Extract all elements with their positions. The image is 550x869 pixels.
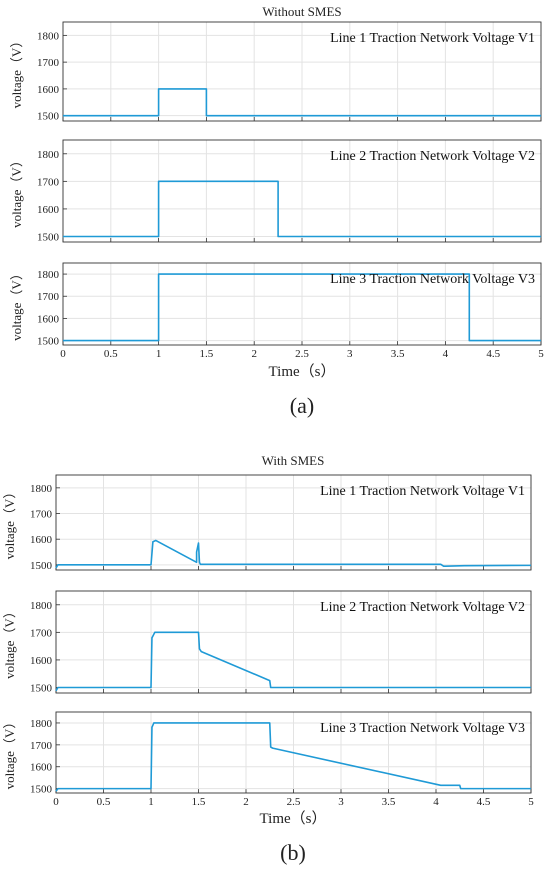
y-tick-label: 1500: [37, 336, 60, 348]
x-tick-label: 2.5: [287, 796, 301, 808]
y-tick-label: 1600: [37, 313, 60, 325]
subplot-1: 1500 1600 1700 1800 Line 1 Traction Network …: [2, 474, 532, 572]
line-annotation: Line 1 Traction Network Voltage V1: [330, 31, 535, 46]
series-line: [63, 88, 541, 117]
y-tick-label: 1600: [37, 84, 60, 96]
series-line: [63, 273, 541, 342]
x-tick-label: 3: [338, 796, 344, 808]
x-tick-label: 3.5: [391, 348, 405, 360]
x-tick-label: 4: [433, 796, 439, 808]
x-tick-label: 2.5: [295, 348, 309, 360]
y-tick-label: 1600: [30, 655, 53, 667]
y-tick-label: 1500: [30, 784, 53, 796]
figure-a-xlabel: Time（s）: [269, 363, 336, 380]
subplot-3: 1500 1600 1700 1800 Line 3 Traction Network …: [9, 262, 544, 360]
x-tick-label: 0: [60, 348, 66, 360]
y-tick-label: 1600: [30, 762, 53, 774]
figure-a-title: Without SMES: [262, 4, 341, 19]
y-axis-label: voltage（V）: [9, 35, 24, 109]
y-axis-label: voltage（V）: [2, 486, 17, 560]
y-tick-label: 1600: [30, 534, 53, 546]
x-tick-label: 0.5: [97, 796, 111, 808]
x-tick-label: 2: [251, 348, 257, 360]
series-line: [55, 631, 531, 692]
axes-frame: [62, 139, 542, 243]
figure-b-title: With SMES: [262, 453, 325, 468]
y-tick-label: 1600: [37, 204, 60, 216]
y-axis-label: voltage（V）: [2, 605, 17, 679]
subplot-1: 1500 1600 1700 1800 Line 1 Traction Network …: [9, 21, 542, 123]
y-tick-label: 1500: [37, 231, 60, 243]
line-annotation: Line 3 Traction Network Voltage V3: [320, 721, 525, 736]
y-tick-label: 1800: [37, 30, 60, 42]
subplot-3: 1500 1600 1700 1800 Line 3 Traction Network …: [2, 711, 534, 808]
y-tick-label: 1700: [30, 509, 53, 521]
y-tick-label: 1700: [37, 176, 60, 188]
y-axis-label: voltage（V）: [9, 267, 24, 341]
figure-b: With SMES Time（s） (b): [260, 453, 327, 865]
x-tick-label: 1.5: [200, 348, 214, 360]
y-tick-label: 1500: [37, 111, 60, 123]
figure-a: Without SMES Time（s） (a): [262, 4, 341, 418]
series-line: [55, 539, 532, 569]
y-tick-label: 1700: [30, 740, 53, 752]
y-tick-label: 1800: [37, 149, 60, 161]
x-tick-label: 0: [53, 796, 59, 808]
y-tick-label: 1800: [30, 600, 53, 612]
axes-frame: [55, 590, 532, 694]
x-tick-label: 3: [347, 348, 353, 360]
chart-figure-a: 1500 1600 1700 1800 Line 1 Traction Network …: [9, 21, 544, 360]
subplot-2: 1500 1600 1700 1800 Line 2 Traction Network …: [2, 590, 532, 694]
x-tick-label: 4: [443, 348, 449, 360]
figure-b-xlabel: Time（s）: [260, 810, 327, 827]
x-tick-label: 1.5: [192, 796, 206, 808]
subplot-2: 1500 1600 1700 1800 Line 2 Traction Network …: [9, 139, 542, 243]
axes-frame: [62, 21, 542, 122]
axes-frame: [55, 474, 532, 571]
x-tick-label: 3.5: [382, 796, 396, 808]
figure-b-label: (b): [280, 840, 306, 865]
y-tick-label: 1800: [30, 718, 53, 730]
chart-figure-b: 1500 1600 1700 1800 Line 1 Traction Network …: [2, 474, 534, 808]
axes-frame: [62, 262, 542, 346]
y-tick-label: 1500: [30, 560, 53, 572]
line-annotation: Line 2 Traction Network Voltage V2: [330, 149, 535, 164]
x-tick-label: 5: [528, 796, 534, 808]
series-line: [55, 722, 531, 792]
axes-frame: [55, 711, 532, 794]
x-tick-label: 2: [243, 796, 249, 808]
x-tick-label: 4.5: [486, 348, 500, 360]
figure-a-label: (a): [290, 393, 314, 418]
y-axis-label: voltage（V）: [9, 154, 24, 228]
line-annotation: Line 1 Traction Network Voltage V1: [320, 484, 525, 499]
y-tick-label: 1800: [30, 483, 53, 495]
y-tick-label: 1800: [37, 269, 60, 281]
x-tick-label: 1: [156, 348, 162, 360]
y-axis-label: voltage（V）: [2, 716, 17, 790]
y-tick-label: 1500: [30, 682, 53, 694]
line-annotation: Line 3 Traction Network Voltage V3: [330, 272, 535, 287]
x-tick-label: 5: [538, 348, 544, 360]
series-line: [63, 180, 541, 238]
x-tick-label: 0.5: [104, 348, 118, 360]
y-tick-label: 1700: [37, 291, 60, 303]
y-tick-label: 1700: [37, 57, 60, 69]
x-tick-label: 4.5: [477, 796, 491, 808]
y-tick-label: 1700: [30, 627, 53, 639]
x-tick-label: 1: [148, 796, 154, 808]
line-annotation: Line 2 Traction Network Voltage V2: [320, 600, 525, 615]
